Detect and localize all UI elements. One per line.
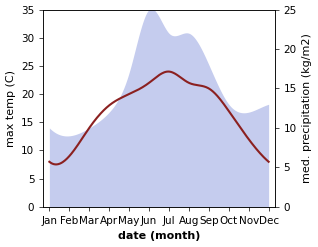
Y-axis label: max temp (C): max temp (C) <box>5 70 16 147</box>
X-axis label: date (month): date (month) <box>118 231 200 242</box>
Y-axis label: med. precipitation (kg/m2): med. precipitation (kg/m2) <box>302 33 313 183</box>
